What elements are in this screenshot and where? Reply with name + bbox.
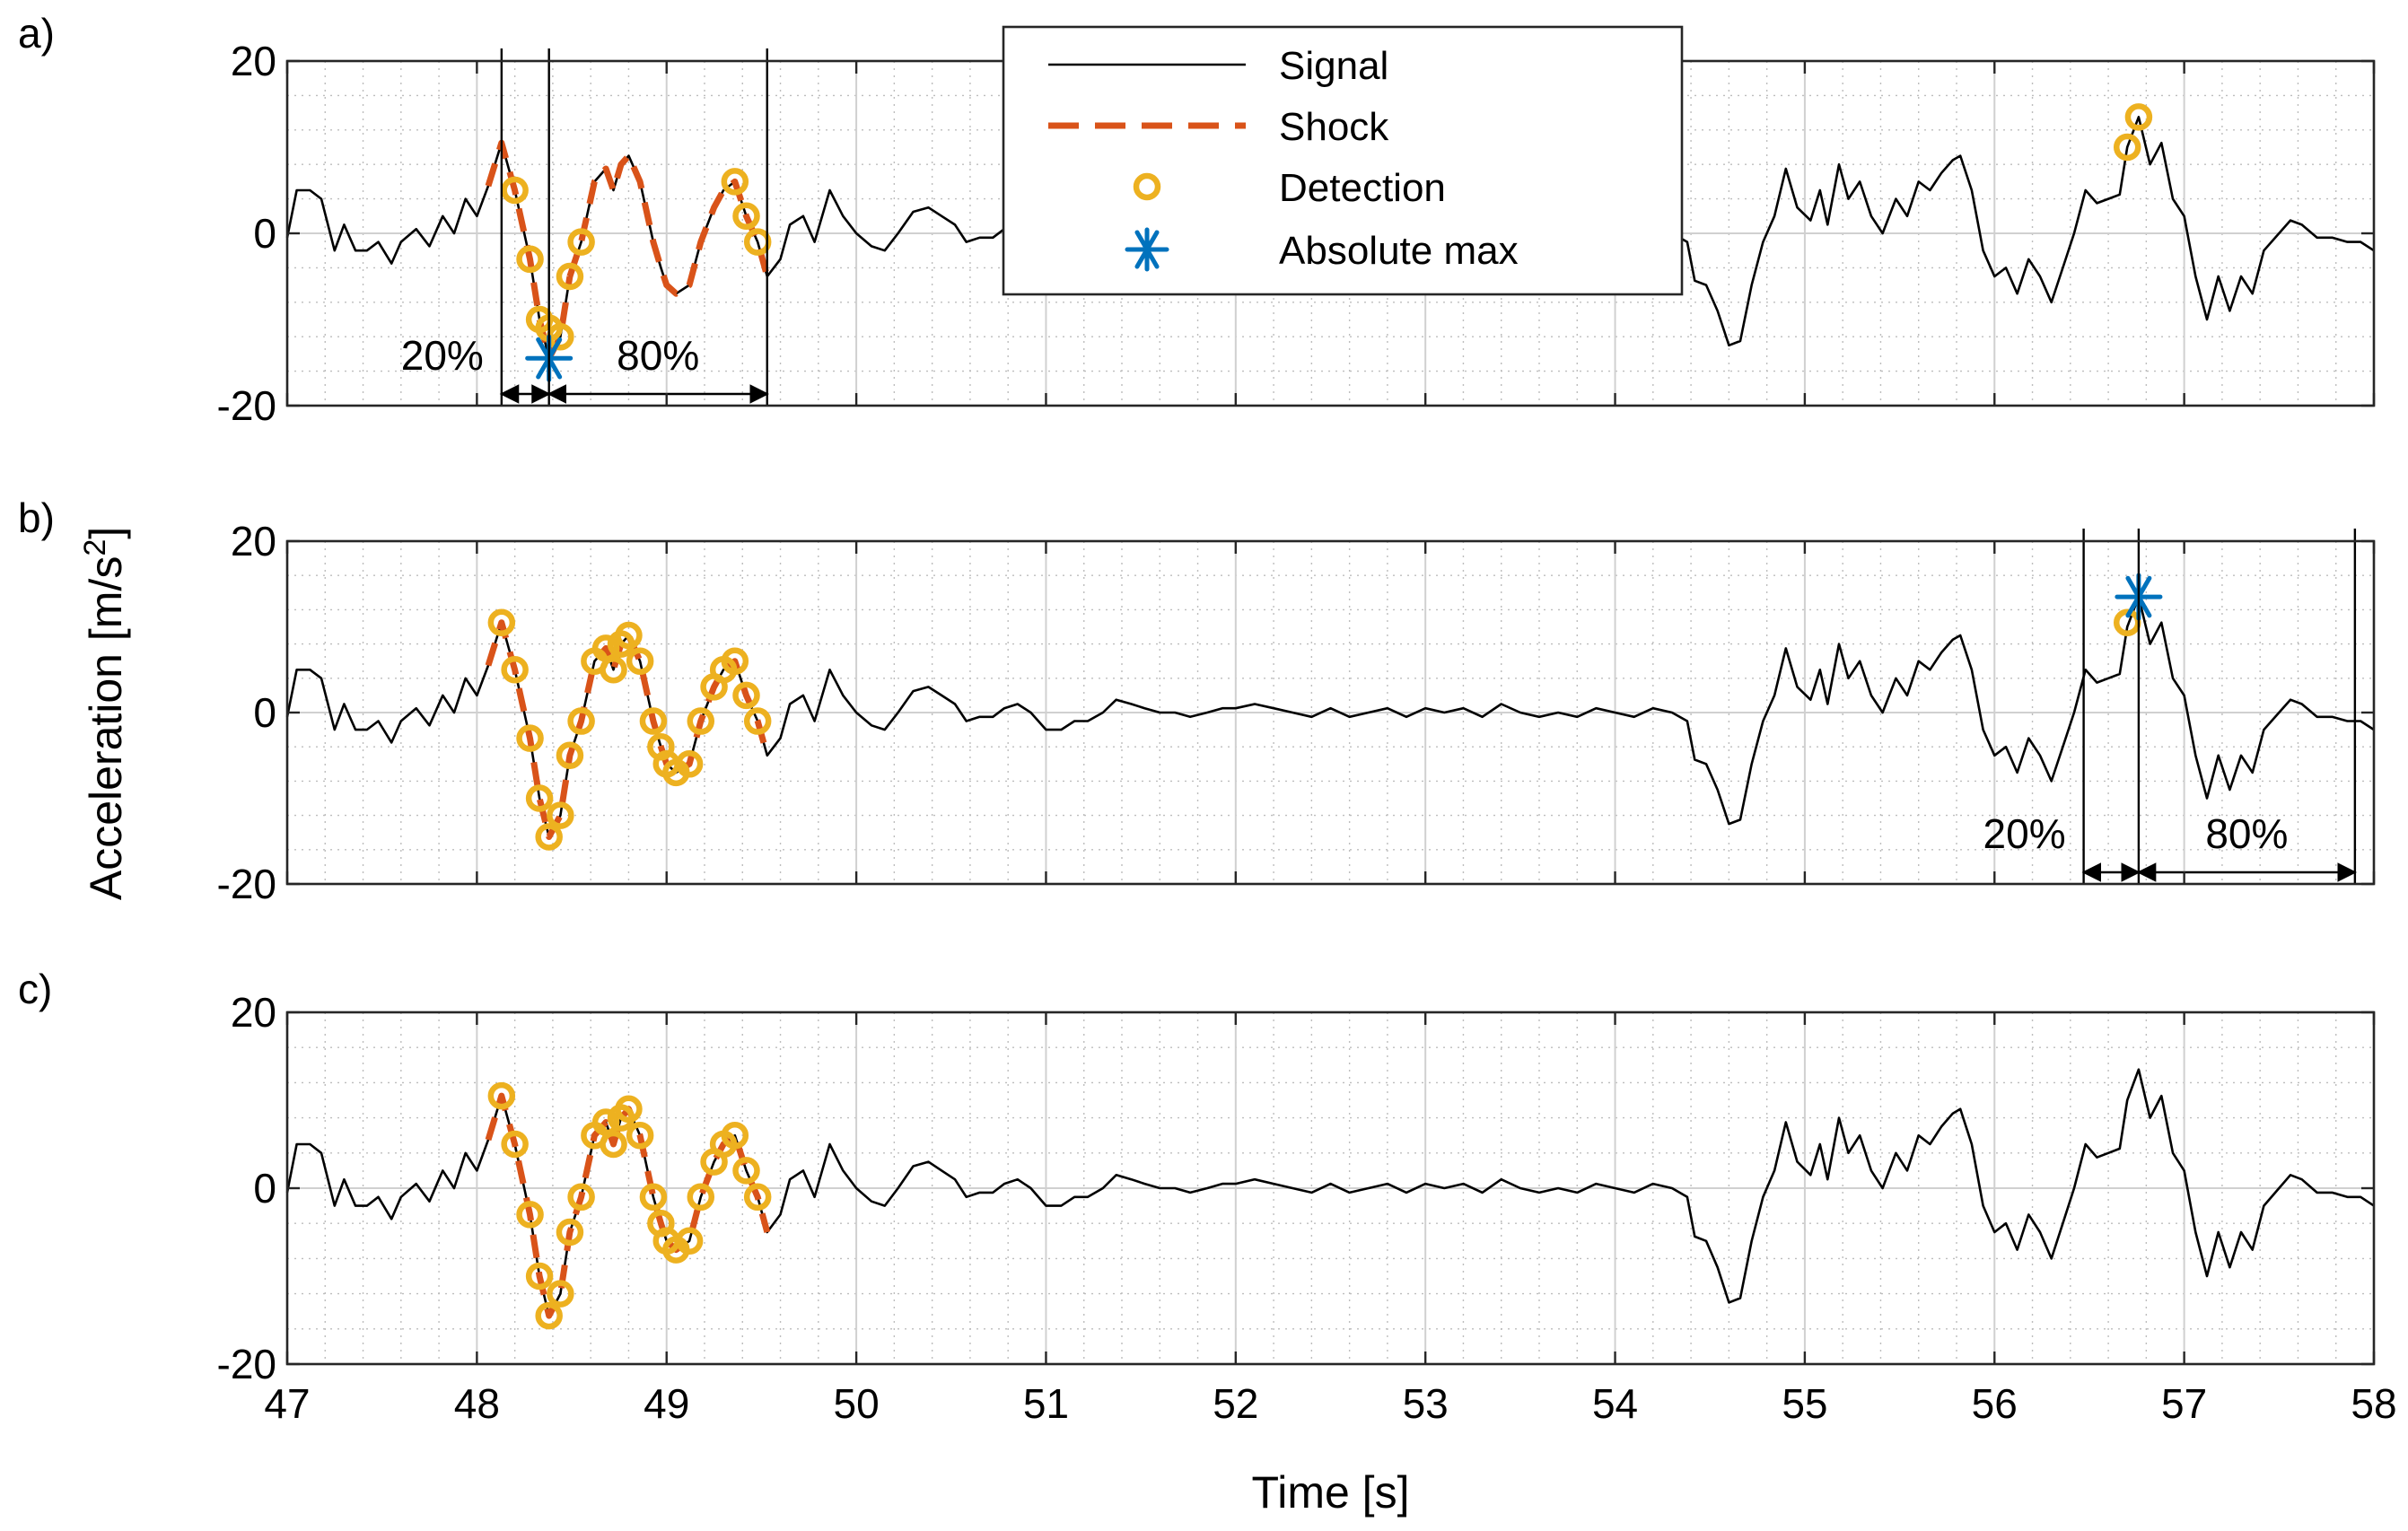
detection-marker: [556, 1218, 584, 1247]
detection-marker: [600, 656, 627, 684]
detection-marker: [501, 176, 529, 205]
legend-label-detection: Detection: [1279, 166, 1446, 210]
signal-line: [285, 1068, 2375, 1317]
detection-marker: [721, 168, 749, 196]
detection-marker: [567, 1183, 595, 1212]
detection-marker: [567, 228, 595, 256]
y-tick-label: 20: [231, 518, 276, 564]
x-tick-label: 56: [1972, 1380, 2018, 1427]
detection-marker: [639, 1183, 668, 1212]
detection-marker: [535, 823, 563, 851]
detection-marker: [626, 1121, 654, 1150]
detection-marker: [626, 647, 654, 675]
detection-marker: [687, 707, 715, 735]
label-20-percent: 20%: [1983, 810, 2066, 857]
x-tick-label: 49: [644, 1380, 689, 1427]
panel-label-c: c): [18, 966, 52, 1012]
detection-marker: [547, 801, 574, 829]
detection-marker: [615, 1095, 643, 1124]
y-tick-label: 0: [253, 1165, 276, 1212]
x-tick-label: 53: [1403, 1380, 1449, 1427]
label-80-percent: 80%: [2205, 810, 2288, 857]
legend-absmax-swatch: [1125, 227, 1169, 272]
panel-c: 20 0 -20 c) 47 48 49 50 51 52 53 54 55 56 57 58: [18, 966, 2397, 1427]
panel-label-a: a): [18, 10, 55, 57]
detection-marker: [487, 608, 516, 636]
detection-marker: [732, 681, 760, 710]
detection-marker: [743, 1183, 772, 1212]
detection-marker: [615, 621, 643, 650]
detection-marker: [535, 1301, 563, 1330]
x-tick-label: 47: [264, 1380, 310, 1427]
detection-marker: [525, 784, 554, 812]
legend-label-absmax: Absolute max: [1279, 229, 1519, 273]
label-80-percent: 80%: [617, 332, 699, 379]
window-annotation: 20% 80%: [401, 48, 769, 406]
x-tick-label: 58: [2351, 1380, 2396, 1427]
detection-marker: [556, 262, 584, 291]
detection-marker: [525, 1262, 554, 1290]
detection-marker: [501, 1130, 529, 1159]
shock-segment: [566, 153, 771, 297]
y-axis-label: Acceleration [m/s2]: [78, 527, 131, 900]
x-tick-label: 54: [1592, 1380, 1638, 1427]
y-tick-label: -20: [217, 1341, 276, 1387]
detection-marker: [501, 656, 529, 684]
detection-marker: [675, 1227, 704, 1255]
panel-label-b: b): [18, 494, 55, 541]
detection-marker: [556, 741, 584, 769]
x-tick-label: 48: [454, 1380, 500, 1427]
detection-marker: [600, 1130, 627, 1159]
detection-marker: [516, 245, 544, 274]
legend-box: [1002, 25, 1684, 296]
x-tick-label: 50: [834, 1380, 880, 1427]
legend-label-signal: Signal: [1279, 44, 1388, 88]
detection-marker: [2124, 103, 2153, 131]
detection-marker: [567, 707, 595, 735]
legend: Signal Shock Detection Absolute max: [1002, 25, 1684, 296]
detection-marker: [2113, 133, 2141, 162]
detection-marker: [721, 647, 749, 675]
detection-marker: [516, 724, 544, 752]
detection-marker: [675, 750, 704, 778]
y-tick-label: 0: [253, 689, 276, 736]
detection-marker: [721, 1121, 749, 1150]
detection-marker: [743, 707, 772, 735]
detection-marker: [547, 1280, 574, 1308]
x-axis-label: Time [s]: [1252, 1467, 1410, 1518]
window-annotation: 20% 80%: [1983, 529, 2358, 884]
panel-b: 20% 80% 20 0 -20 b): [18, 494, 2376, 907]
y-tick-label: 0: [253, 210, 276, 257]
y-tick-label: -20: [217, 382, 276, 429]
detection-marker: [639, 707, 668, 735]
detection-marker: [516, 1201, 544, 1229]
x-tick-label: 52: [1213, 1380, 1258, 1427]
detection-marker: [732, 1157, 760, 1185]
y-tick-label: 20: [231, 38, 276, 84]
detection-marker: [687, 1183, 715, 1212]
detection-marker: [487, 1081, 516, 1110]
legend-detection-swatch: [1133, 172, 1161, 201]
detection-marker: [743, 228, 772, 256]
panel-a: 20% 80% 20 0 -20 a): [18, 10, 2376, 429]
y-tick-label: 20: [231, 989, 276, 1036]
x-tick-label: 51: [1023, 1380, 1069, 1427]
signal-line: [285, 595, 2375, 838]
y-tick-label: -20: [217, 861, 276, 907]
x-tick-label: 57: [2161, 1380, 2207, 1427]
x-tick-label: 55: [1782, 1380, 1827, 1427]
label-20-percent: 20%: [401, 332, 484, 379]
detection-marker: [732, 202, 760, 231]
legend-label-shock: Shock: [1279, 105, 1389, 149]
